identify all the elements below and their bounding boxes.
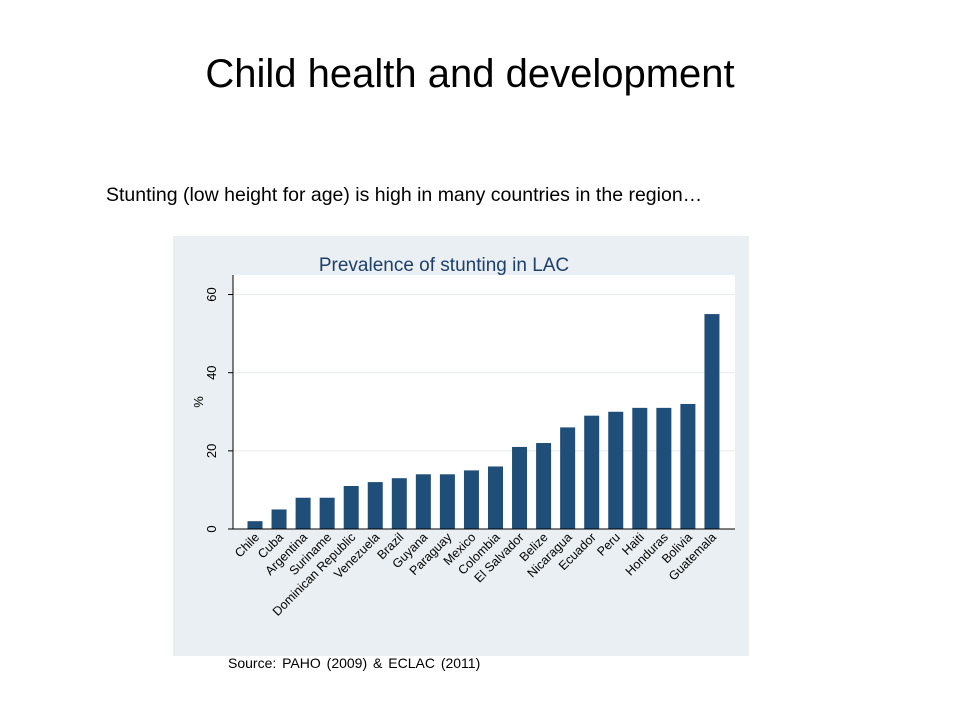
y-tick-label: 20 xyxy=(204,444,219,458)
y-tick-label: 40 xyxy=(204,365,219,379)
bar xyxy=(415,474,431,529)
slide-subtitle: Stunting (low height for age) is high in… xyxy=(106,184,703,206)
x-tick-label: Peru xyxy=(594,530,623,559)
bar xyxy=(439,474,455,529)
bar xyxy=(536,443,552,529)
y-ticks: 0 20 40 60 xyxy=(204,287,233,533)
chart-panel: Prevalence of stunting in LAC 0 20 40 60 Ch… xyxy=(173,236,749,656)
x-tick-label: Chile xyxy=(232,530,262,560)
plot-area xyxy=(233,275,735,529)
bar xyxy=(367,482,383,529)
bar xyxy=(271,509,287,529)
bar xyxy=(343,486,359,529)
bar xyxy=(704,314,720,529)
bar xyxy=(488,466,503,529)
y-tick-label: 0 xyxy=(204,525,219,532)
bar xyxy=(247,521,263,529)
y-tick-label: 60 xyxy=(204,287,219,301)
bar xyxy=(608,411,624,529)
bar xyxy=(584,415,600,529)
bar xyxy=(680,403,696,529)
bar xyxy=(512,446,528,529)
bar xyxy=(656,407,672,529)
bar xyxy=(463,470,479,529)
bar xyxy=(295,497,311,529)
bar xyxy=(391,478,407,529)
bar xyxy=(319,497,335,529)
source-note: Source: PAHO (2009) & ECLAC (2011) xyxy=(228,655,481,671)
bars xyxy=(247,314,720,529)
slide-title: Child health and development xyxy=(205,52,735,96)
gridlines xyxy=(233,294,735,452)
stunting-bar-chart: Prevalence of stunting in LAC 0 20 40 60 Ch… xyxy=(191,255,735,619)
chart-title: Prevalence of stunting in LAC xyxy=(319,255,569,276)
bar xyxy=(560,427,576,529)
bar xyxy=(632,407,648,529)
y-axis-label: % xyxy=(191,396,206,408)
